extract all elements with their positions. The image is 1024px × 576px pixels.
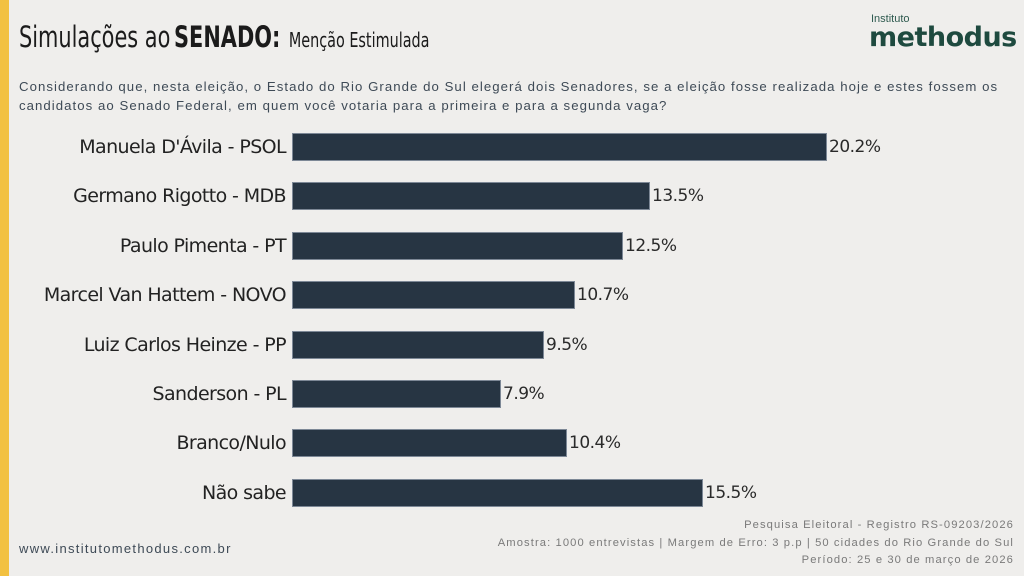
category-label: Paulo Pimenta - PT <box>119 235 287 257</box>
bar <box>292 380 501 408</box>
value-label: 13.5% <box>652 186 704 206</box>
value-label: 12.5% <box>625 236 677 256</box>
value-label: 10.7% <box>577 285 629 305</box>
category-label: Sanderson - PL <box>152 383 287 405</box>
bar <box>292 232 623 260</box>
survey-footer: Pesquisa Eleitoral - Registro RS-09203/2… <box>498 517 1014 570</box>
bar <box>292 479 703 507</box>
category-label: Germano Rigotto - MDB <box>73 185 286 207</box>
bar <box>292 429 567 457</box>
category-label: Manuela D'Ávila - PSOL <box>79 136 286 158</box>
category-label: Branco/Nulo <box>176 432 286 454</box>
title-main: Simulações ao <box>19 20 171 54</box>
value-label: 15.5% <box>705 483 757 503</box>
website-link[interactable]: www.institutomethodus.com.br <box>19 541 232 556</box>
value-label: 10.4% <box>569 433 621 453</box>
footer-sample: Amostra: 1000 entrevistas | Margem de Er… <box>497 536 1014 549</box>
category-label: Luiz Carlos Heinze - PP <box>83 334 287 356</box>
bar <box>292 331 544 359</box>
page-title: Simulações ao SENADO: Menção Estimulada <box>19 20 532 54</box>
category-label: Marcel Van Hattem - NOVO <box>43 284 287 306</box>
bar <box>292 133 827 161</box>
value-label: 7.9% <box>503 384 545 404</box>
accent-stripe <box>0 0 9 576</box>
bar <box>292 182 650 210</box>
footer-period: Período: 25 e 30 de março de 2026 <box>801 554 1014 566</box>
bar <box>292 281 575 309</box>
title-bold: SENADO: <box>174 20 281 54</box>
survey-question: Considerando que, nesta eleição, o Estad… <box>19 79 999 113</box>
methodus-logo: Instituto methodus <box>869 13 1017 53</box>
footer-registration: Pesquisa Eleitoral - Registro RS-09203/2… <box>744 519 1014 531</box>
title-subtitle: Menção Estimulada <box>288 28 430 52</box>
category-label: Não sabe <box>201 482 287 504</box>
value-label: 9.5% <box>546 335 588 355</box>
logo-small-text: Instituto <box>871 13 910 25</box>
value-label: 20.2% <box>829 137 881 157</box>
logo-big-text: methodus <box>869 22 1017 53</box>
